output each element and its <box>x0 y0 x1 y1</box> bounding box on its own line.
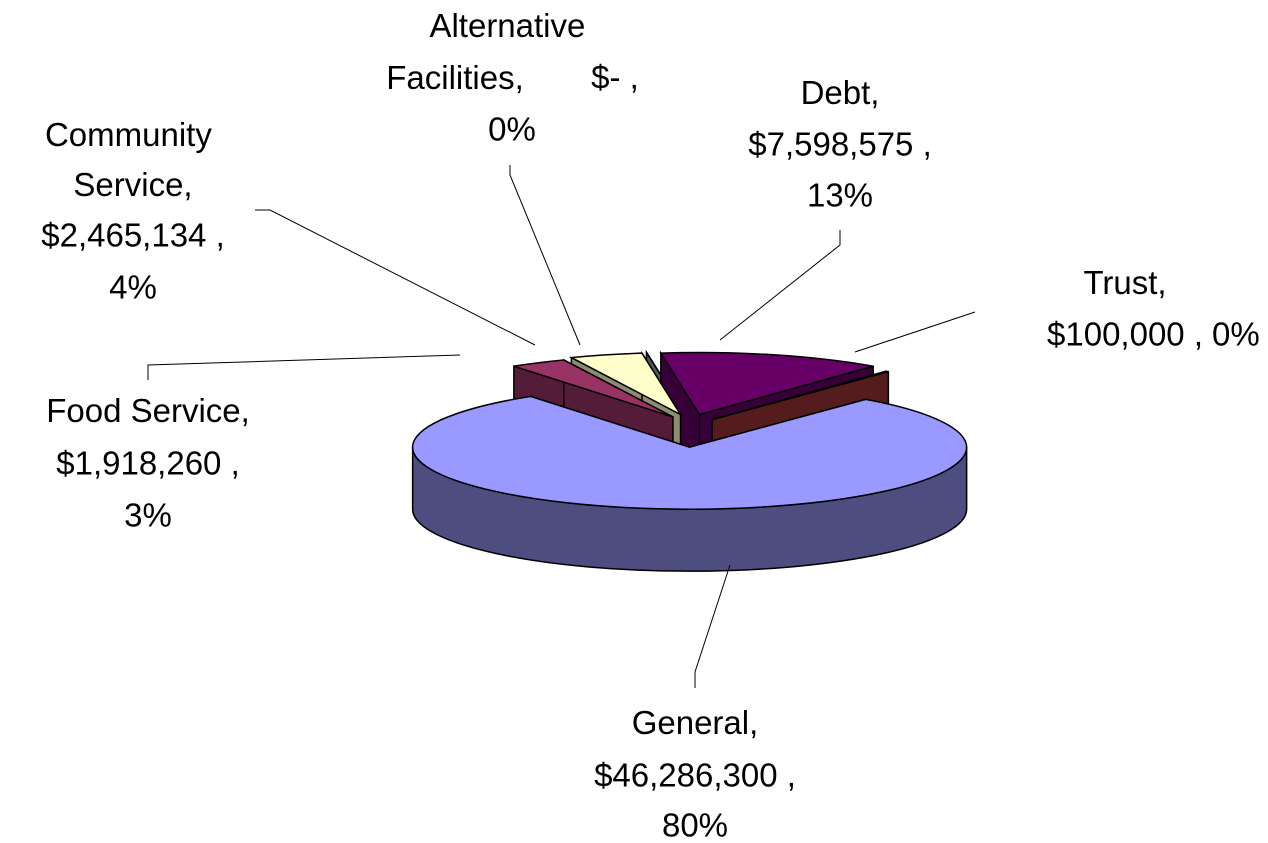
slice-top <box>659 351 874 416</box>
value-label: $46,286,300 , <box>594 757 796 794</box>
category-line: Debt, <box>801 74 880 111</box>
percent-label: 0% <box>1212 316 1260 353</box>
leader-line <box>509 165 581 346</box>
percent-label: 0% <box>488 111 536 148</box>
category-label: Food Service, <box>46 392 250 429</box>
category-label: General, <box>632 704 759 741</box>
value-label: $7,598,575 , <box>748 126 932 163</box>
leader-line <box>255 209 536 346</box>
category-line: Food Service, <box>46 392 250 429</box>
percent-label: 4% <box>109 269 157 306</box>
value-label: $- , <box>591 59 639 96</box>
category-line: General, <box>632 704 759 741</box>
slice <box>411 395 968 572</box>
category-line: Community <box>45 116 221 153</box>
category-label: Debt, <box>801 74 880 111</box>
leader-line <box>147 354 461 380</box>
category-line: Trust, <box>1083 264 1166 301</box>
slice-top <box>411 395 968 510</box>
category-label: Alternative Facilities, <box>386 7 594 96</box>
category-label: Community Service, <box>45 116 221 203</box>
category-line: Service, <box>73 166 192 203</box>
percent-label: 3% <box>124 497 172 534</box>
leader-line <box>854 311 976 353</box>
slice-top <box>712 370 889 421</box>
leader-line <box>719 230 841 341</box>
slice-top <box>513 359 674 418</box>
value-label: $100,000 , <box>1047 316 1203 353</box>
slice-top <box>568 352 683 417</box>
leader-line <box>694 564 731 688</box>
category-line: Alternative <box>429 7 594 44</box>
percent-label: 13% <box>807 177 873 214</box>
category-label: Trust, <box>1083 264 1166 301</box>
value-label: $2,465,134 , <box>41 217 225 254</box>
percent-label: 80% <box>662 807 728 843</box>
value-label: $1,918,260 , <box>56 445 240 482</box>
category-line: Facilities, <box>386 59 524 96</box>
